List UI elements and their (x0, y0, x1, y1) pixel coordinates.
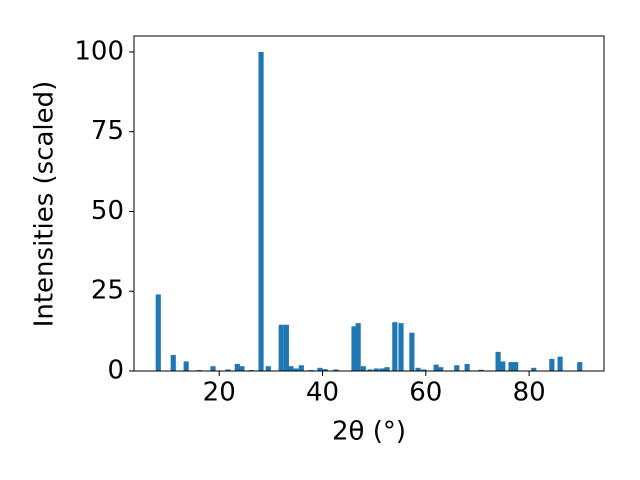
bar (298, 365, 304, 371)
bar (478, 369, 484, 371)
bar (464, 363, 470, 371)
bar (577, 362, 583, 371)
bar (392, 322, 398, 371)
bar (210, 366, 216, 371)
bar (234, 363, 240, 371)
bar (421, 369, 427, 371)
bar (239, 366, 245, 371)
y-tick-label: 25 (91, 276, 124, 306)
x-tick-label: 40 (306, 378, 339, 408)
bar (438, 367, 444, 371)
y-tick-label: 75 (91, 116, 124, 146)
bar (433, 364, 439, 371)
x-tick-label: 60 (409, 378, 442, 408)
y-tick-label: 100 (74, 36, 124, 66)
x-tick-label: 20 (203, 378, 236, 408)
bar (333, 369, 339, 371)
y-tick-label: 0 (107, 356, 124, 386)
bar (225, 369, 231, 371)
bar (508, 362, 514, 371)
bar (322, 369, 328, 371)
bar (278, 324, 284, 371)
bar (183, 361, 189, 371)
bar (531, 367, 537, 371)
bar (415, 367, 421, 371)
plot-frame (133, 35, 605, 372)
bar (317, 367, 323, 371)
bar (398, 323, 404, 371)
bar (355, 323, 361, 371)
bar (351, 326, 357, 371)
bar (367, 369, 373, 371)
bar (500, 361, 506, 371)
bar (379, 368, 385, 371)
bar (258, 51, 264, 371)
bar (155, 294, 161, 371)
bar (454, 365, 460, 371)
x-axis-label: 2θ (°) (332, 417, 406, 447)
bar (288, 366, 294, 371)
bar (293, 368, 299, 371)
bar (283, 324, 289, 371)
bar (513, 362, 519, 371)
bar (549, 358, 555, 371)
x-tick-label: 80 (513, 378, 546, 408)
bar (495, 351, 501, 371)
bar (170, 355, 176, 371)
bar (409, 332, 415, 371)
bar (373, 368, 379, 371)
bar (360, 366, 366, 371)
y-axis-label: Intensities (scaled) (30, 81, 60, 328)
bar (557, 356, 563, 371)
bar (384, 367, 390, 371)
bar (265, 366, 271, 371)
y-tick-label: 50 (91, 196, 124, 226)
